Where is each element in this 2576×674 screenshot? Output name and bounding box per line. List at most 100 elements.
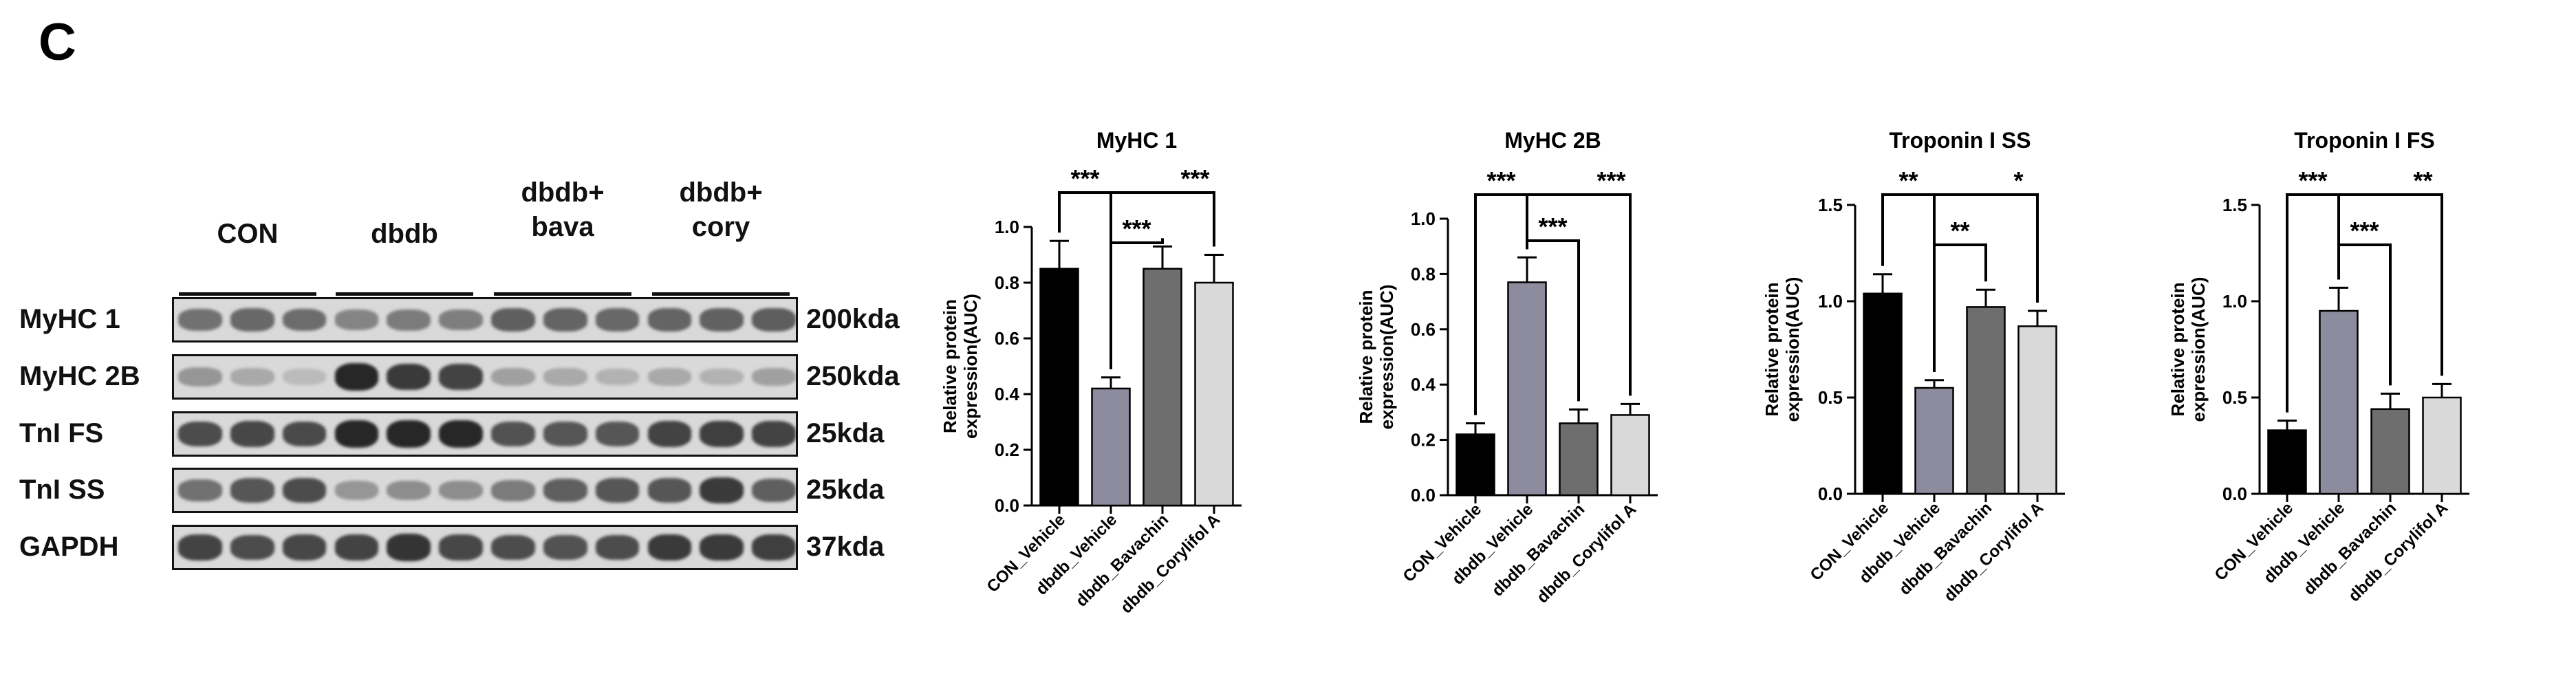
- panel-label: C: [39, 13, 76, 72]
- y-tick-label: 0.0: [1411, 485, 1436, 506]
- blot-group-label: dbdb: [371, 219, 438, 249]
- significance-label: ***: [1180, 164, 1209, 193]
- significance-bracket: [2337, 193, 2443, 376]
- significance-label: *: [2013, 166, 2023, 195]
- blot-band: [543, 478, 587, 503]
- blot-band: [439, 309, 483, 331]
- blot-strip: [172, 525, 798, 570]
- significance-bracket: [1933, 193, 2039, 372]
- blot-group-underline: [494, 292, 631, 296]
- blot-band: [543, 535, 587, 560]
- y-axis-label-line: expression(AUC): [1376, 285, 1397, 430]
- y-tick-label: 1.0: [995, 217, 1019, 237]
- y-tick-label: 0.8: [995, 272, 1019, 293]
- blot-protein-label: MyHC 1: [19, 304, 120, 334]
- blot-band: [334, 362, 379, 391]
- y-tick-label: 0.4: [995, 384, 1020, 404]
- significance-label: ***: [1597, 166, 1625, 195]
- blot-band: [230, 308, 274, 331]
- significance-label: **: [2413, 166, 2432, 195]
- y-tick-label: 0.0: [2222, 483, 2247, 504]
- bar: [2422, 396, 2462, 495]
- bar: [1507, 281, 1547, 497]
- blot-band: [543, 368, 587, 386]
- significance-bracket: [1110, 191, 1215, 369]
- blot-size-label: 25kda: [806, 418, 885, 448]
- blot-band: [439, 420, 483, 448]
- blot-band: [543, 308, 587, 331]
- significance-label: ***: [1070, 164, 1099, 193]
- y-tick-label: 1.5: [2222, 195, 2247, 215]
- blot-band: [387, 480, 431, 501]
- blot-size-label: 250kda: [806, 361, 900, 391]
- blot-strip: [172, 354, 798, 400]
- blot-band: [700, 368, 744, 386]
- y-axis-label-line: Relative protein: [2167, 282, 2188, 416]
- blot-band: [282, 534, 327, 561]
- y-axis-label-line: expression(AUC): [1782, 277, 1803, 422]
- y-axis-label-line: expression(AUC): [960, 294, 981, 439]
- y-axis-label: Relative proteinexpression(AUC): [940, 294, 981, 439]
- x-tick-label: dbdb_Corylifol A: [1117, 510, 1224, 617]
- bar: [2370, 408, 2410, 495]
- y-tick-label: 0.2: [995, 439, 1019, 460]
- chart-title: Troponin I SS: [1889, 128, 2031, 153]
- y-tick-label: 0.5: [1818, 387, 1843, 408]
- y-tick-label: 0.0: [995, 495, 1019, 516]
- significance-label: **: [1898, 166, 1918, 195]
- blot-band: [491, 534, 535, 561]
- bar: [1559, 422, 1599, 497]
- x-tick-label: dbdb_Bavachin: [1072, 510, 1172, 610]
- blot-band: [230, 534, 274, 561]
- blot-band: [752, 478, 796, 503]
- significance-label: ***: [2298, 166, 2327, 195]
- blot-band: [334, 420, 379, 448]
- y-axis-label-line: Relative protein: [940, 299, 960, 433]
- blot-band: [647, 478, 692, 503]
- x-tick-label: dbdb_Corylifol A: [1940, 499, 2047, 605]
- y-tick-label: 0.2: [1411, 430, 1436, 450]
- blot-group-underline: [336, 292, 473, 296]
- y-axis-label-line: Relative protein: [1762, 282, 1782, 416]
- blot-band: [230, 478, 274, 503]
- chart-title: MyHC 2B: [1504, 128, 1601, 153]
- blot-band: [178, 308, 222, 331]
- blot-band: [595, 422, 640, 446]
- blot-band: [491, 307, 535, 332]
- bar: [2017, 325, 2057, 495]
- x-tick-label: dbdb_Corylifol A: [1533, 500, 1640, 607]
- y-axis-label: Relative proteinexpression(AUC): [1356, 285, 1397, 430]
- blot-band: [491, 479, 535, 501]
- bar: [1143, 268, 1182, 507]
- y-tick-label: 0.8: [1411, 263, 1436, 284]
- y-tick-label: 0.5: [2222, 387, 2247, 408]
- blot-strip: [172, 411, 798, 457]
- blot-band: [387, 363, 431, 391]
- blot-band: [595, 368, 640, 386]
- bar: [2319, 309, 2359, 495]
- y-axis-label-line: expression(AUC): [2188, 277, 2209, 422]
- blot-group-label: dbdb+ bava: [521, 177, 605, 242]
- blot-band: [752, 421, 796, 447]
- blot-strip: [172, 468, 798, 513]
- blot-band: [439, 534, 483, 561]
- blot-band: [334, 534, 379, 561]
- blot-band: [178, 479, 222, 502]
- significance-label: ***: [1538, 213, 1567, 241]
- blot-size-label: 37kda: [806, 532, 885, 562]
- y-tick-label: 1.0: [2222, 291, 2247, 312]
- significance-bracket: [1526, 193, 1632, 396]
- bar: [1863, 292, 1903, 495]
- blot-band: [647, 308, 692, 331]
- y-tick-label: 1.5: [1818, 195, 1843, 215]
- blot-band: [178, 367, 222, 387]
- bar: [1966, 306, 2006, 495]
- blot-protein-label: TnI FS: [19, 418, 104, 448]
- significance-label: **: [1950, 217, 1969, 245]
- blot-band: [595, 534, 640, 561]
- blot-protein-label: GAPDH: [19, 532, 119, 562]
- blot-band: [334, 481, 379, 500]
- blot-band: [230, 421, 274, 447]
- blot-band: [282, 421, 327, 447]
